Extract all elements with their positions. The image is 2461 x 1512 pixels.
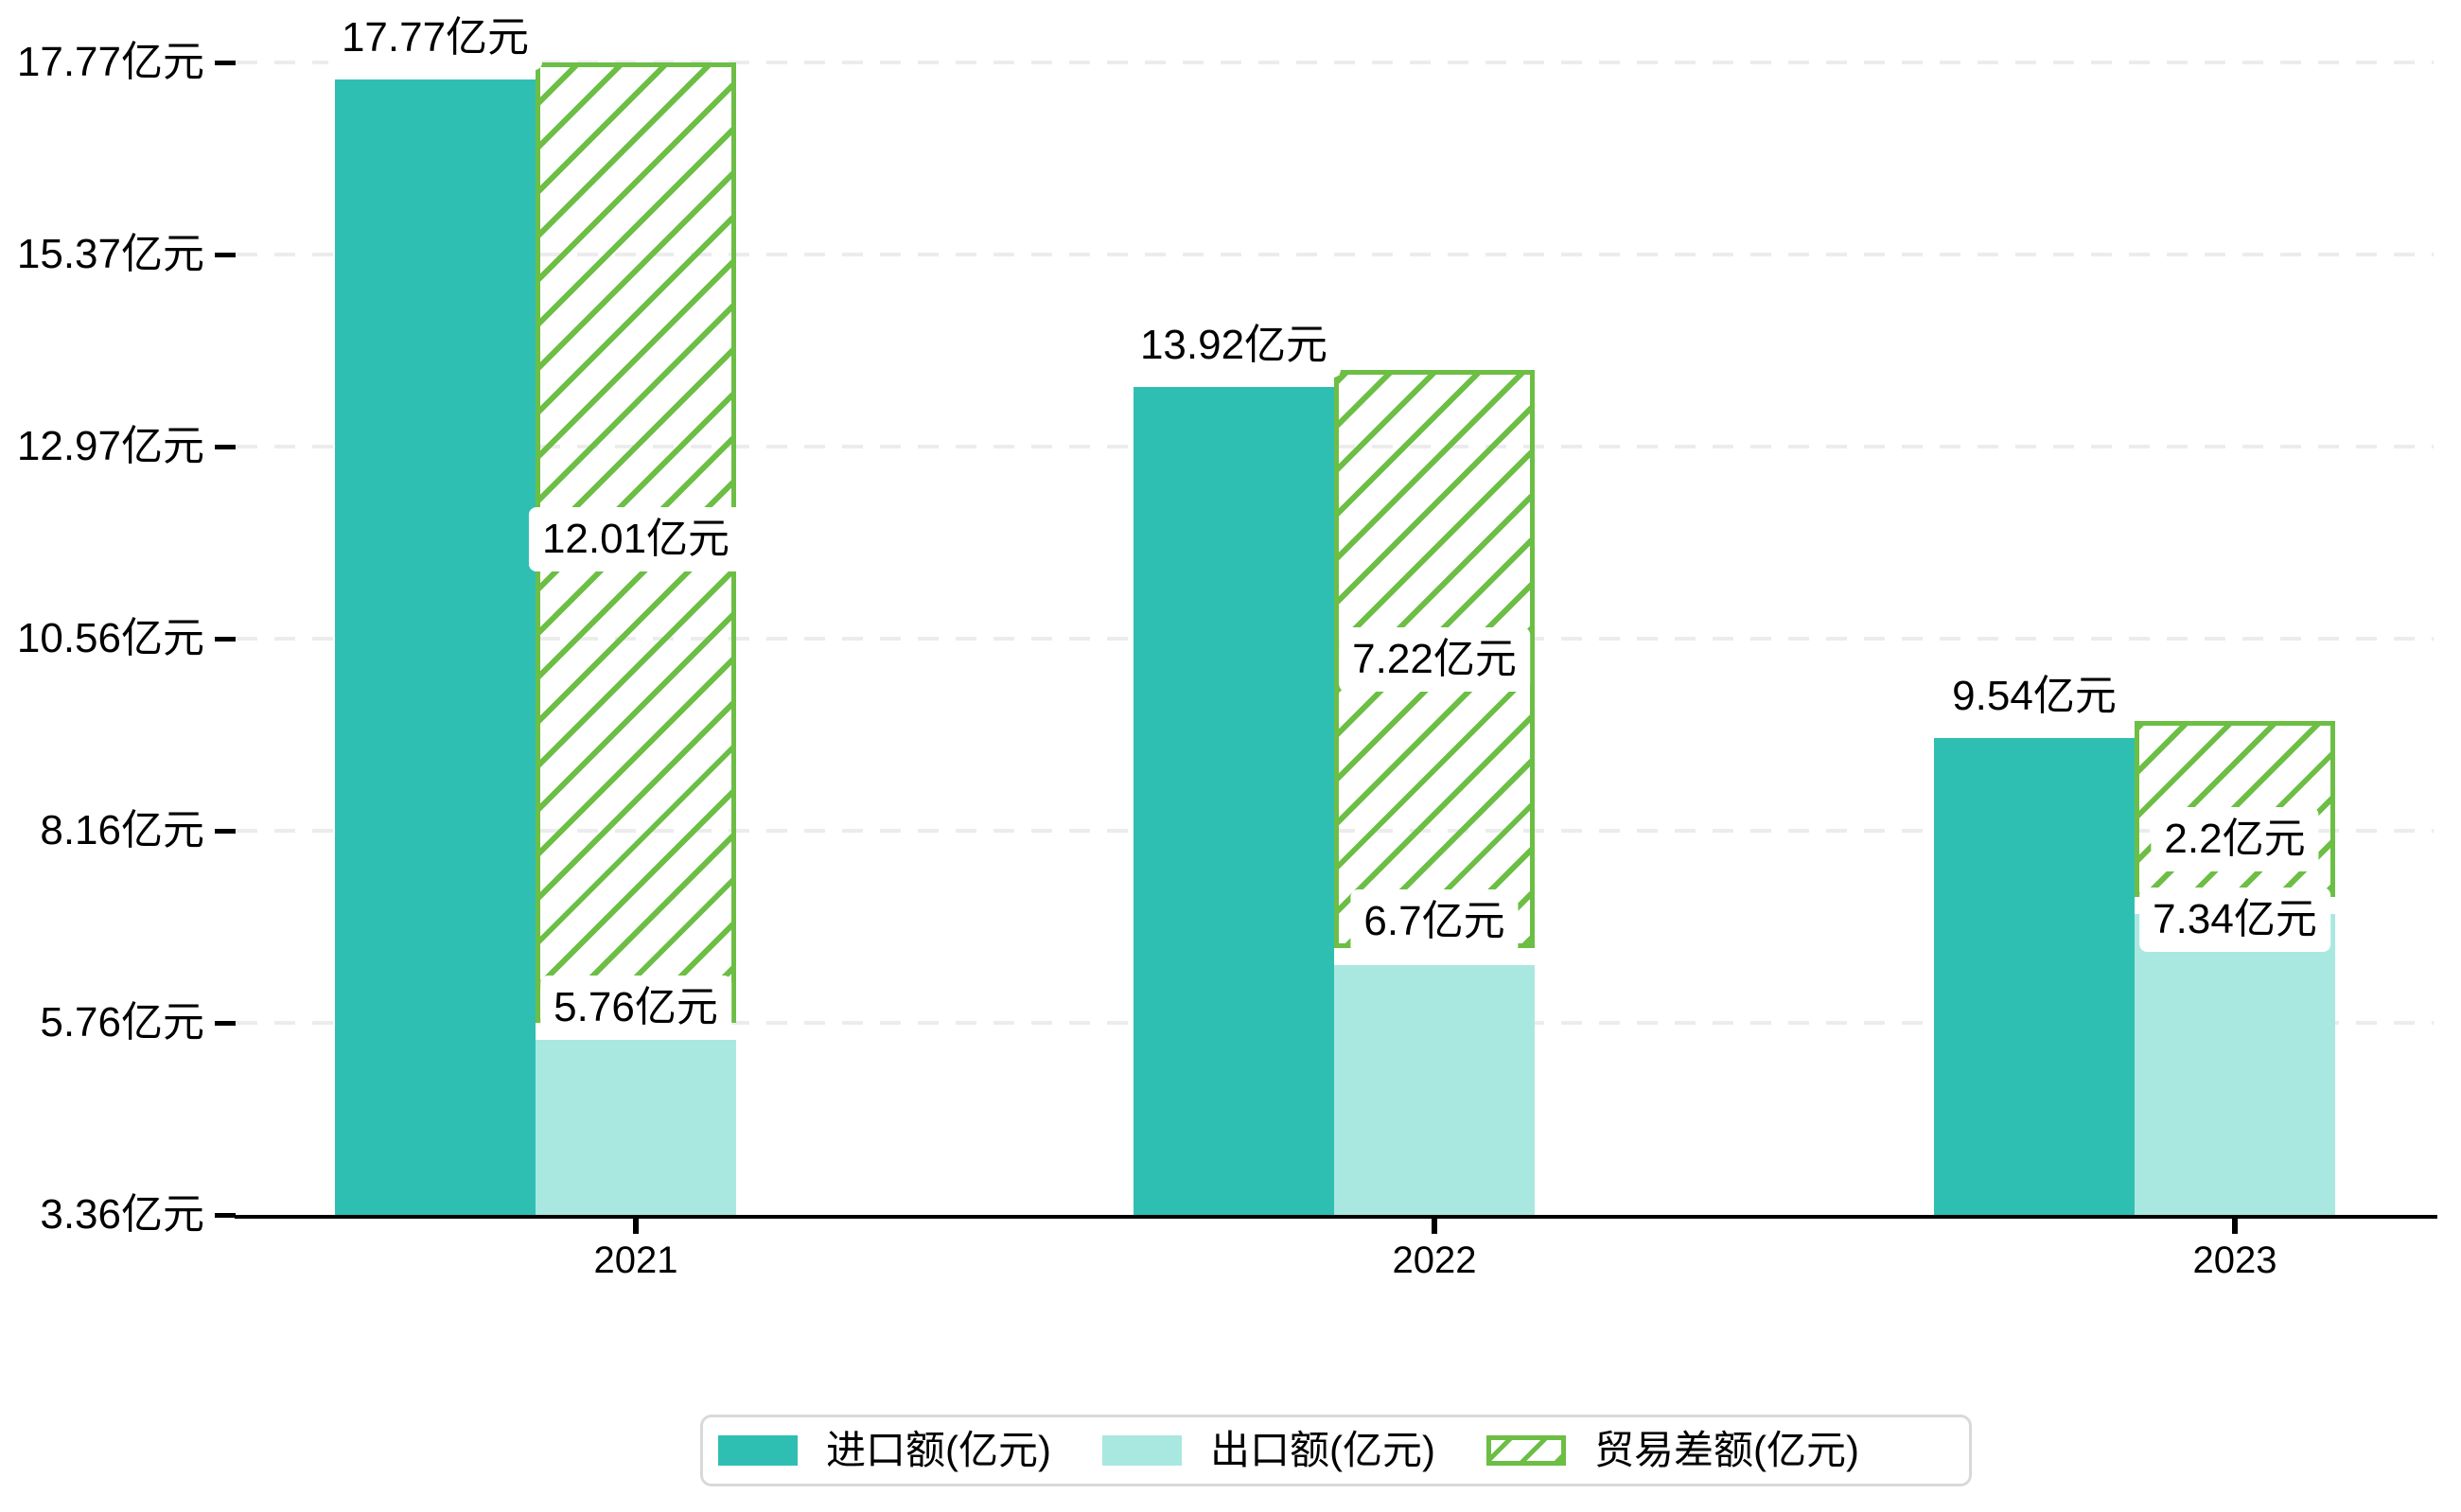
bar-import-2022: [1134, 387, 1334, 1215]
gridline-15.37: [237, 252, 2434, 256]
y-axis-tick-label: 12.97亿元: [16, 422, 204, 469]
x-axis-label-2021: 2021: [593, 1239, 678, 1281]
legend-item-trade-balance[interactable]: 贸易差额(亿元): [1485, 1428, 1859, 1472]
bar-import-2021: [335, 79, 536, 1215]
legend-label-trade-balance: 贸易差额(亿元): [1593, 1428, 1859, 1472]
legend-item-import[interactable]: 进口额(亿元): [718, 1429, 1051, 1472]
y-axis-tick-mark: [215, 1213, 236, 1218]
legend-label-import: 进口额(亿元): [826, 1428, 1051, 1472]
y-axis-tick-label: 17.77亿元: [16, 39, 204, 86]
y-axis-tick-label: 8.16亿元: [40, 807, 204, 854]
label-export-2022: 6.7亿元: [1350, 888, 1519, 954]
label-trade-balance-2022: 7.22亿元: [1339, 626, 1530, 692]
y-axis-tick-label: 10.56亿元: [16, 615, 204, 662]
label-import-2023: 9.54亿元: [1939, 663, 2130, 729]
y-axis-tick-mark: [215, 61, 236, 66]
label-import-2021: 17.77亿元: [327, 6, 543, 71]
legend-swatch-import: [718, 1435, 798, 1466]
label-trade-balance-2023: 2.2亿元: [2151, 806, 2319, 871]
x-axis-label-2022: 2022: [1392, 1239, 1477, 1281]
y-axis-tick-mark: [215, 1021, 236, 1027]
y-axis-tick-mark: [215, 829, 236, 835]
x-axis-tick-mark: [633, 1219, 639, 1234]
legend-swatch-trade-balance-hatch-icon: [1485, 1435, 1566, 1466]
y-axis-tick-label: 15.37亿元: [16, 230, 204, 277]
legend-label-export: 出口额(亿元): [1209, 1428, 1435, 1472]
legend-item-export[interactable]: 出口额(亿元): [1101, 1428, 1435, 1472]
x-axis-tick-mark: [2232, 1219, 2238, 1234]
y-axis-tick-mark: [215, 444, 236, 449]
label-export-2021: 5.76亿元: [540, 976, 731, 1041]
label-export-2023: 7.34亿元: [2139, 887, 2330, 952]
x-axis-tick-mark: [1432, 1219, 1437, 1234]
bar-export-2022: [1334, 964, 1535, 1215]
label-import-2022: 13.92亿元: [1126, 313, 1342, 378]
x-axis-line: [235, 1215, 2437, 1219]
y-axis-tick-mark: [215, 637, 236, 642]
legend: 进口额(亿元) 出口额(亿元) 贸易差额(亿元): [700, 1415, 1972, 1486]
y-axis-tick-label: 5.76亿元: [40, 999, 204, 1046]
bar-import-2023: [1934, 737, 2135, 1215]
legend-swatch-export: [1101, 1435, 1182, 1466]
x-axis-label-2023: 2023: [2192, 1239, 2277, 1281]
label-trade-balance-2021: 12.01亿元: [528, 506, 744, 571]
gridline-17.77: [237, 61, 2434, 65]
bar-export-2021: [536, 1040, 736, 1215]
bar-export-2023: [2135, 913, 2335, 1215]
y-axis-tick-label: 3.36亿元: [40, 1191, 204, 1238]
y-axis-tick-mark: [215, 252, 236, 257]
